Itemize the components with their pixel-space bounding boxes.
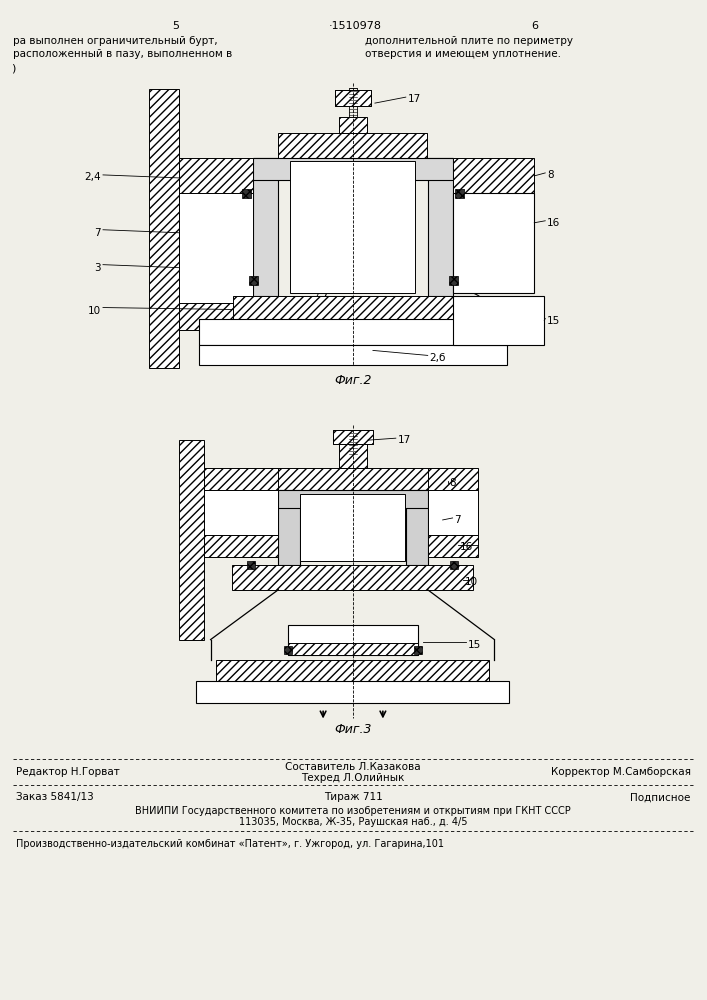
Bar [335, 90, 371, 106]
Bar [204, 535, 279, 557]
Text: Тираж 711: Тираж 711 [324, 792, 382, 802]
Bar [253, 158, 452, 180]
Text: Производственно-издательский комбинат «Патент», г. Ужгород, ул. Гагарина,101: Производственно-издательский комбинат «П… [16, 839, 444, 849]
Bar [148, 89, 179, 368]
Text: расположенный в пазу, выполненном в: расположенный в пазу, выполненном в [13, 49, 233, 59]
Bar [349, 430, 357, 455]
Text: 8: 8 [547, 170, 554, 180]
Bar [452, 296, 544, 345]
Text: 3: 3 [94, 263, 101, 273]
Text: ): ) [11, 63, 16, 73]
Bar [179, 440, 204, 640]
Bar [199, 345, 508, 365]
Bar [247, 561, 255, 569]
Bar [333, 430, 373, 444]
Text: 2,б: 2,б [430, 353, 446, 363]
Text: 6: 6 [531, 21, 538, 31]
Bar [284, 646, 292, 654]
Bar [279, 490, 300, 565]
Text: Корректор М.Самборская: Корректор М.Самборская [551, 767, 691, 777]
Text: ра выполнен ограничительный бурт,: ра выполнен ограничительный бурт, [13, 36, 218, 46]
Text: дополнительной плите по периметру: дополнительной плите по периметру [365, 36, 573, 46]
Text: 2,4: 2,4 [84, 172, 101, 182]
Bar [179, 193, 253, 303]
Bar [449, 276, 457, 285]
Bar [339, 430, 367, 468]
Text: 5: 5 [173, 21, 179, 31]
Bar [335, 90, 371, 106]
Bar [243, 189, 252, 198]
Text: ВНИИПИ Государственного комитета по изобретениям и открытиям при ГКНТ СССР: ВНИИПИ Государственного комитета по изоб… [135, 806, 571, 816]
Text: 7: 7 [455, 515, 461, 525]
Bar [279, 133, 427, 158]
Bar [455, 189, 464, 198]
Bar [250, 276, 258, 285]
Text: 17: 17 [408, 94, 421, 104]
Bar [233, 565, 472, 590]
Bar [414, 646, 422, 654]
Bar [406, 490, 428, 565]
Bar [339, 117, 367, 133]
Text: 10: 10 [88, 306, 101, 316]
Bar [233, 296, 472, 319]
Bar [179, 303, 253, 330]
Bar [428, 468, 477, 490]
Bar [204, 490, 279, 535]
Text: Редактор Н.Горват: Редактор Н.Горват [16, 767, 120, 777]
Text: 16: 16 [460, 542, 473, 552]
Bar [428, 535, 477, 557]
Bar [262, 468, 443, 490]
Bar [199, 319, 508, 345]
Text: Подписное: Подписное [631, 792, 691, 802]
Bar [253, 158, 279, 296]
Bar [452, 193, 534, 293]
Bar [204, 468, 279, 490]
Text: ·1510978: ·1510978 [329, 21, 382, 31]
Bar [196, 681, 509, 703]
Text: 10: 10 [464, 577, 478, 587]
Text: 113035, Москва, Ж-35, Раушская наб., д. 4/5: 113035, Москва, Ж-35, Раушская наб., д. … [239, 817, 467, 827]
Text: Заказ 5841/13: Заказ 5841/13 [16, 792, 94, 802]
Text: 15: 15 [547, 316, 561, 326]
Text: 16: 16 [547, 218, 561, 228]
Text: 15: 15 [467, 640, 481, 650]
Bar [288, 643, 418, 655]
Text: 7: 7 [94, 228, 101, 238]
Bar [291, 161, 415, 293]
Bar [450, 561, 457, 569]
Bar [179, 158, 253, 193]
Text: отверстия и имеющем уплотнение.: отверстия и имеющем уплотнение. [365, 49, 561, 59]
Bar [288, 625, 418, 655]
Bar [216, 660, 489, 681]
Bar [452, 158, 534, 193]
Text: Составитель Л.Казакова: Составитель Л.Казакова [285, 762, 421, 772]
Text: Техред Л.Олийнык: Техред Л.Олийнык [301, 773, 404, 783]
Text: Фиг.2: Фиг.2 [334, 374, 372, 387]
Text: 8: 8 [450, 478, 456, 488]
Bar [279, 490, 428, 508]
Bar [349, 88, 357, 117]
Bar [428, 490, 477, 535]
Bar [300, 494, 405, 561]
Bar [333, 430, 373, 444]
Bar [428, 158, 452, 296]
Text: Фиг.3: Фиг.3 [334, 723, 372, 736]
Text: 17: 17 [398, 435, 411, 445]
